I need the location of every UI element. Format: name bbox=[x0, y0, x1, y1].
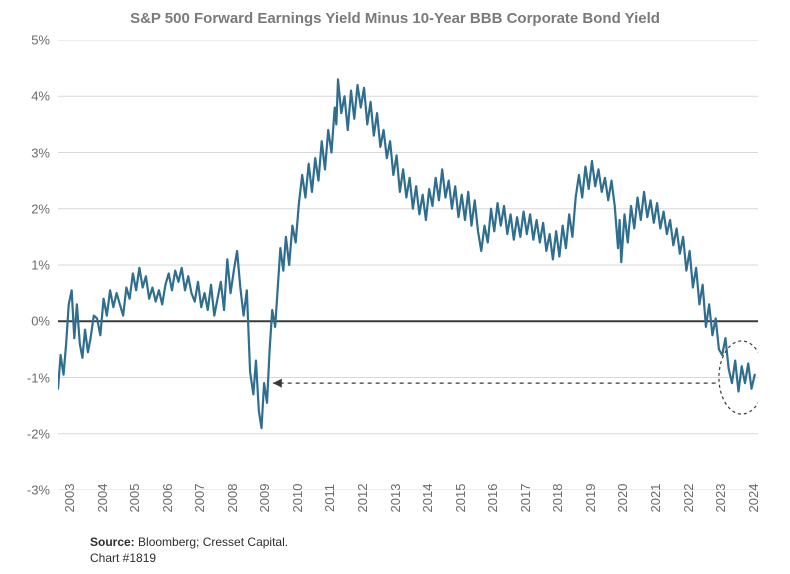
y-tick-label: 0% bbox=[10, 314, 50, 329]
x-tick-label: 2016 bbox=[485, 484, 500, 513]
x-tick-label: 2018 bbox=[550, 484, 565, 513]
y-tick-label: -2% bbox=[10, 426, 50, 441]
x-tick-label: 2011 bbox=[322, 484, 337, 512]
x-tick-label: 2020 bbox=[615, 484, 630, 513]
chart-footer: Source: Bloomberg; Cresset Capital. Char… bbox=[90, 534, 288, 566]
x-tick-label: 2015 bbox=[453, 484, 468, 513]
x-tick-label: 2023 bbox=[713, 484, 728, 513]
x-tick-label: 2022 bbox=[681, 484, 696, 513]
x-tick-label: 2021 bbox=[648, 484, 663, 513]
x-tick-label: 2004 bbox=[95, 484, 110, 513]
x-tick-label: 2024 bbox=[746, 484, 761, 513]
x-tick-label: 2009 bbox=[257, 484, 272, 513]
chart-title: S&P 500 Forward Earnings Yield Minus 10-… bbox=[0, 10, 790, 27]
x-tick-label: 2013 bbox=[388, 484, 403, 513]
y-tick-label: 4% bbox=[10, 89, 50, 104]
chart-container: S&P 500 Forward Earnings Yield Minus 10-… bbox=[0, 0, 790, 574]
x-tick-label: 2003 bbox=[62, 484, 77, 513]
y-tick-label: 1% bbox=[10, 258, 50, 273]
x-tick-label: 2014 bbox=[420, 484, 435, 513]
y-tick-label: 5% bbox=[10, 33, 50, 48]
x-tick-label: 2008 bbox=[225, 484, 240, 513]
x-tick-label: 2012 bbox=[355, 484, 370, 513]
footer-source-text: Bloomberg; Cresset Capital. bbox=[135, 535, 288, 549]
x-tick-label: 2017 bbox=[518, 484, 533, 513]
x-tick-label: 2005 bbox=[127, 484, 142, 513]
footer-chart-number: Chart #1819 bbox=[90, 551, 156, 565]
x-tick-label: 2007 bbox=[192, 484, 207, 513]
x-tick-label: 2019 bbox=[583, 484, 598, 513]
y-tick-label: 2% bbox=[10, 201, 50, 216]
y-tick-label: -1% bbox=[10, 370, 50, 385]
plot-area bbox=[58, 40, 758, 490]
x-tick-label: 2010 bbox=[290, 484, 305, 513]
x-tick-label: 2006 bbox=[160, 484, 175, 513]
y-tick-label: -3% bbox=[10, 483, 50, 498]
y-tick-label: 3% bbox=[10, 145, 50, 160]
footer-source-label: Source: bbox=[90, 535, 135, 549]
